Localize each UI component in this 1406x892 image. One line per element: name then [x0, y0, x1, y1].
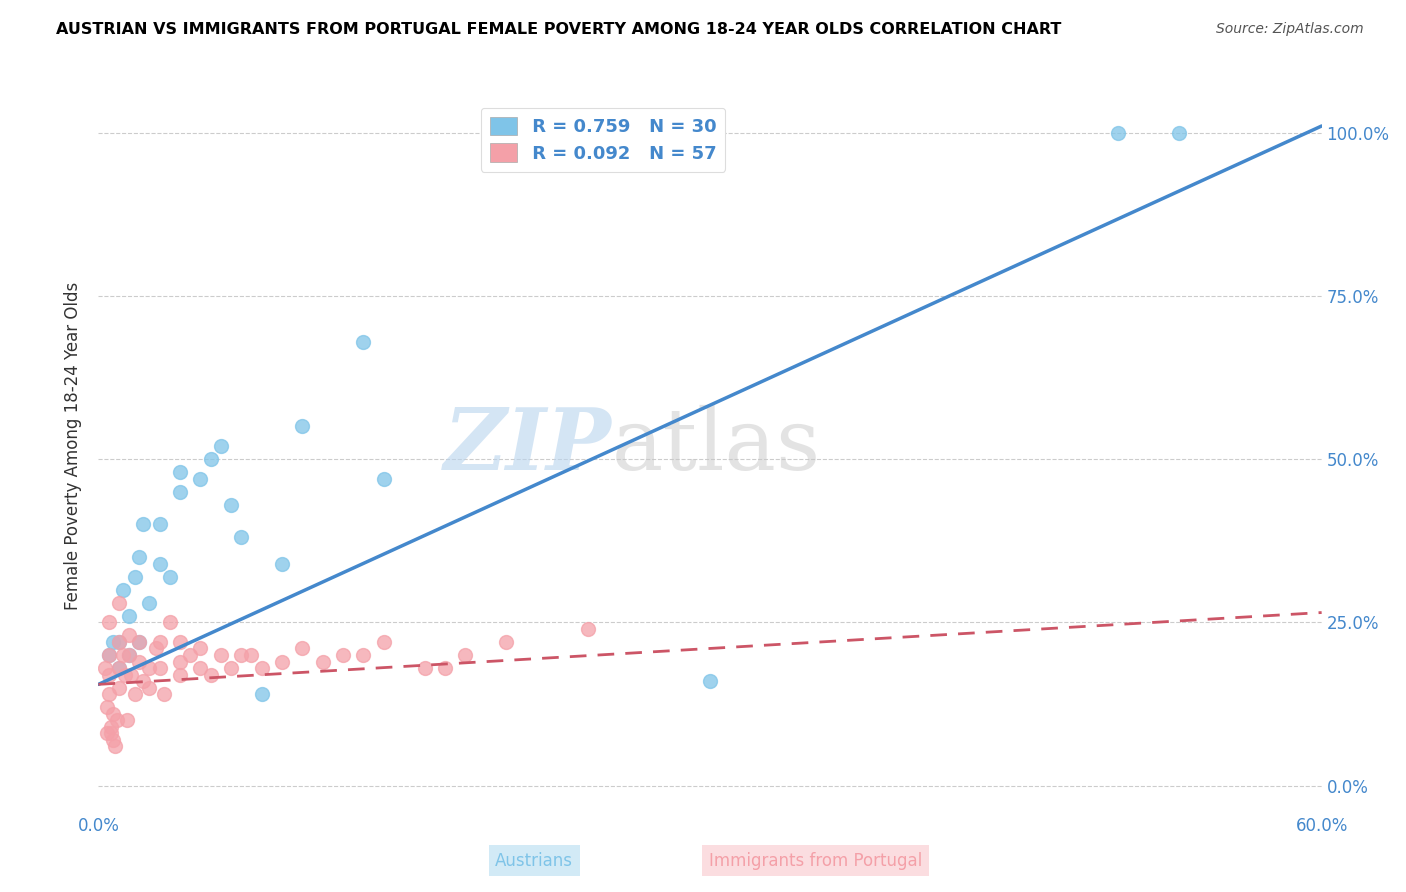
Point	[159, 615, 181, 630]
Point	[128, 655, 150, 669]
Point	[169, 465, 191, 479]
Point	[200, 667, 222, 681]
Point	[219, 498, 242, 512]
Point	[97, 615, 120, 630]
Text: ZIP: ZIP	[444, 404, 612, 488]
Point	[104, 739, 127, 754]
Text: Source: ZipAtlas.com: Source: ZipAtlas.com	[1216, 22, 1364, 37]
Point	[128, 635, 150, 649]
Point	[93, 661, 115, 675]
Text: Immigrants from Portugal: Immigrants from Portugal	[709, 852, 922, 870]
Point	[1167, 126, 1189, 140]
Point	[169, 484, 191, 499]
Point	[111, 582, 134, 597]
Point	[270, 655, 294, 669]
Point	[188, 472, 212, 486]
Point	[352, 648, 374, 662]
Point	[108, 681, 131, 695]
Point	[145, 641, 167, 656]
Point	[101, 635, 124, 649]
Point	[100, 726, 122, 740]
Point	[100, 720, 122, 734]
Point	[169, 635, 191, 649]
Point	[209, 439, 232, 453]
Point	[105, 714, 128, 728]
Point	[373, 472, 395, 486]
Point	[118, 608, 141, 623]
Point	[373, 635, 395, 649]
Point	[97, 648, 120, 662]
Text: Austrians: Austrians	[495, 852, 574, 870]
Point	[291, 419, 314, 434]
Point	[1107, 126, 1129, 140]
Point	[240, 648, 263, 662]
Point	[115, 714, 138, 728]
Point	[231, 648, 253, 662]
Point	[132, 517, 155, 532]
Point	[169, 667, 191, 681]
Point	[169, 655, 191, 669]
Point	[118, 648, 141, 662]
Legend:  R = 0.759   N = 30,  R = 0.092   N = 57: R = 0.759 N = 30, R = 0.092 N = 57	[481, 108, 725, 171]
Point	[111, 648, 134, 662]
Point	[209, 648, 232, 662]
Point	[699, 674, 721, 689]
Point	[138, 661, 160, 675]
Point	[149, 557, 172, 571]
Point	[108, 661, 131, 675]
Point	[291, 641, 314, 656]
Point	[128, 549, 150, 564]
Point	[108, 635, 131, 649]
Point	[132, 674, 155, 689]
Point	[495, 635, 517, 649]
Point	[188, 641, 212, 656]
Point	[97, 667, 120, 681]
Point	[118, 628, 141, 642]
Point	[149, 517, 172, 532]
Point	[219, 661, 242, 675]
Point	[97, 648, 120, 662]
Point	[120, 667, 142, 681]
Point	[159, 569, 181, 583]
Point	[101, 706, 124, 721]
Point	[188, 661, 212, 675]
Text: atlas: atlas	[612, 404, 821, 488]
Y-axis label: Female Poverty Among 18-24 Year Olds: Female Poverty Among 18-24 Year Olds	[65, 282, 83, 610]
Point	[138, 596, 160, 610]
Point	[250, 687, 273, 701]
Point	[96, 700, 118, 714]
Point	[149, 635, 172, 649]
Point	[114, 667, 136, 681]
Point	[270, 557, 294, 571]
Point	[138, 681, 160, 695]
Point	[231, 530, 253, 544]
Point	[149, 661, 172, 675]
Text: AUSTRIAN VS IMMIGRANTS FROM PORTUGAL FEMALE POVERTY AMONG 18-24 YEAR OLDS CORREL: AUSTRIAN VS IMMIGRANTS FROM PORTUGAL FEM…	[56, 22, 1062, 37]
Point	[312, 655, 335, 669]
Point	[434, 661, 457, 675]
Point	[108, 661, 131, 675]
Point	[250, 661, 273, 675]
Point	[152, 687, 174, 701]
Point	[576, 622, 599, 636]
Point	[101, 732, 124, 747]
Point	[332, 648, 354, 662]
Point	[352, 334, 374, 349]
Point	[124, 687, 146, 701]
Point	[124, 569, 146, 583]
Point	[200, 452, 222, 467]
Point	[97, 687, 120, 701]
Point	[118, 648, 141, 662]
Point	[179, 648, 201, 662]
Point	[108, 635, 131, 649]
Point	[96, 726, 118, 740]
Point	[128, 635, 150, 649]
Point	[454, 648, 477, 662]
Point	[413, 661, 436, 675]
Point	[108, 596, 131, 610]
